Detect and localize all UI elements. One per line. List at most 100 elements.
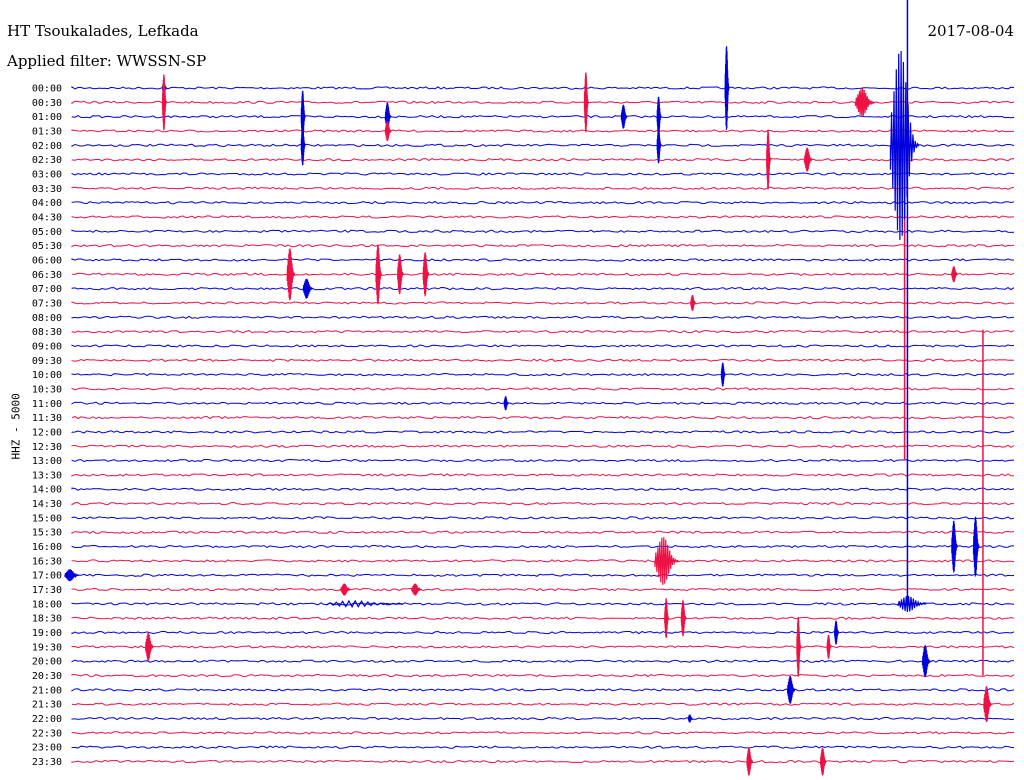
event-burst-10 [300,125,306,166]
trace-row-0000 [71,85,1015,90]
row-label: 14:30 [32,499,62,510]
trace-row-2300 [71,745,1015,749]
row-label: 16:00 [32,542,62,553]
event-burst-39 [787,675,796,704]
row-label: 13:30 [32,470,62,481]
row-label: 05:00 [32,227,62,238]
event-burst-16 [375,244,383,305]
event-burst-40 [983,686,992,723]
row-label: 18:00 [32,599,62,610]
row-label: 12:00 [32,427,62,438]
trace-row-1730 [71,587,1015,592]
event-burst-30 [326,599,403,609]
trace-row-0200 [71,143,1015,148]
row-label: 15:30 [32,528,62,539]
event-burst-3 [724,46,730,130]
trace-row-2200 [71,716,1015,721]
filter-label: Applied filter: WWSSN-SP [7,52,207,70]
trace-row-0830 [71,329,1015,334]
trace-row-0300 [71,172,1015,176]
trace-row-1600 [71,544,1014,549]
row-label: 04:00 [32,198,62,209]
row-label: 11:00 [32,399,62,410]
row-label: 09:00 [32,341,62,352]
row-label: 17:30 [32,585,62,596]
trace-row-1700 [71,573,1015,577]
event-burst-25 [972,516,980,577]
row-label: 01:30 [32,126,62,137]
event-burst-1 [161,74,168,131]
trace-row-2000 [71,659,1015,663]
row-label: 07:30 [32,298,62,309]
event-burst-42 [746,747,754,776]
event-burst-4 [854,88,875,117]
event-burst-9 [384,121,392,142]
row-label: 03:30 [32,184,62,195]
event-burst-26 [654,537,679,585]
row-label: 22:30 [32,728,62,739]
trace-row-0800 [71,315,1015,319]
trace-row-2230 [71,731,1015,735]
event-burst-7 [620,104,628,129]
event-burst-17 [397,254,404,295]
event-burst-36 [796,617,802,677]
event-burst-6 [384,102,392,131]
row-label: 00:00 [32,84,62,95]
event-burst-12 [889,50,920,241]
row-label: 01:00 [32,112,62,123]
row-label: 08:00 [32,313,62,324]
row-label: 20:30 [32,671,62,682]
event-burst-24 [951,520,959,573]
row-label: 19:30 [32,642,62,653]
row-label: 21:30 [32,700,62,711]
trace-row-0130 [71,129,1015,133]
row-label: 06:00 [32,255,62,266]
event-burst-31 [897,595,927,612]
event-burst-2 [583,72,590,133]
row-label: 06:30 [32,270,62,281]
trace-row-1230 [71,444,1015,448]
event-burst-20 [302,278,313,299]
station-title: HT Tsoukalades, Lefkada [7,22,199,40]
trace-row-2100 [71,688,1015,692]
trace-group [71,85,1015,764]
event-burst-22 [720,362,726,387]
event-burst-28 [340,583,351,596]
row-label: 05:30 [32,241,62,252]
event-burst-15 [286,248,296,301]
event-burst-41 [687,714,693,723]
row-label: 23:00 [32,743,62,754]
trace-row-0230 [71,158,1015,162]
row-label: 19:00 [32,628,62,639]
trace-row-1830 [71,616,1015,620]
trace-row-1430 [71,501,1014,506]
trace-row-0700 [71,286,1015,291]
row-label: 20:00 [32,657,62,668]
trace-row-0500 [71,229,1015,233]
row-label: 09:30 [32,356,62,367]
record-date: 2017-08-04 [927,22,1014,40]
trace-row-1130 [71,415,1015,420]
trace-row-1900 [71,630,1015,635]
trace-row-2030 [71,673,1015,678]
trace-row-1800 [71,602,1015,606]
trace-row-1030 [71,387,1015,391]
trace-row-0730 [71,301,1015,305]
trace-row-2130 [71,702,1015,706]
row-label: 08:30 [32,327,62,338]
trace-row-1200 [71,430,1015,434]
trace-row-1500 [71,516,1015,520]
event-group [64,0,992,776]
trace-row-1100 [71,401,1015,405]
row-label-group: 00:00 00:30 01:00 01:30 02:00 02:30 03:00 03:30… [32,84,62,769]
row-label: 02:30 [32,155,62,166]
row-label: 04:30 [32,212,62,223]
row-label: 16:30 [32,556,62,567]
row-label: 15:00 [32,513,62,524]
trace-row-1400 [71,487,1015,491]
trace-row-0400 [71,200,1015,205]
row-label: 02:00 [32,141,62,152]
row-label: 21:00 [32,685,62,696]
event-burst-13 [766,129,772,190]
